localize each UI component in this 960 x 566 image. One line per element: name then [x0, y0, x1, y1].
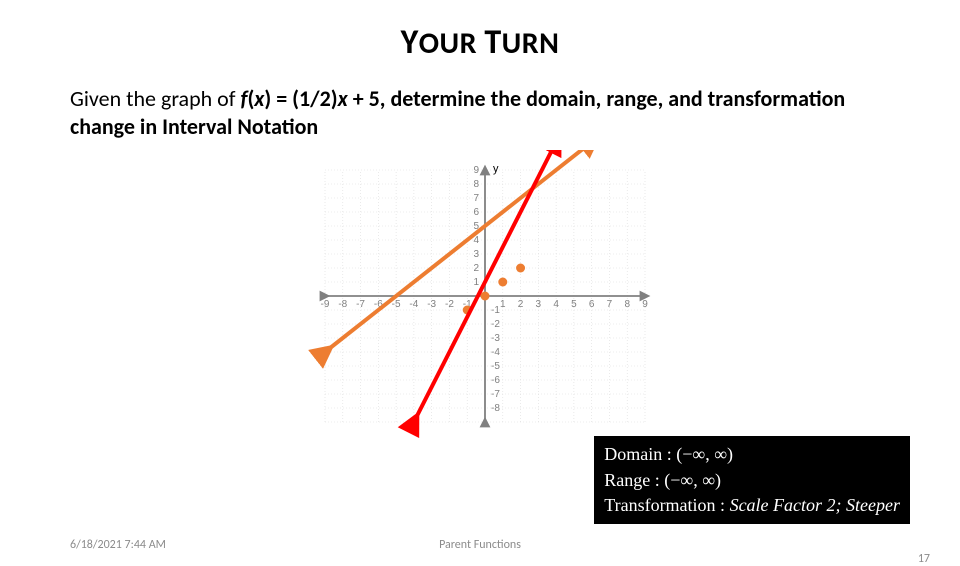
svg-text:-7: -7: [491, 389, 500, 400]
svg-text:-2: -2: [491, 319, 500, 330]
answer-transformation: Transformation : Scale Factor 2; Steeper: [604, 493, 900, 518]
footer-timestamp: 6/18/2021 7:44 AM: [70, 538, 166, 552]
svg-text:4: 4: [553, 299, 559, 310]
svg-text:-1: -1: [491, 305, 500, 316]
svg-text:-3: -3: [491, 333, 500, 344]
svg-text:-8: -8: [338, 299, 347, 310]
svg-text:6: 6: [473, 207, 479, 218]
answer-range: Range : (−∞, ∞): [604, 468, 900, 493]
svg-text:5: 5: [571, 299, 577, 310]
svg-text:-4: -4: [491, 347, 500, 358]
svg-text:-6: -6: [491, 375, 500, 386]
svg-text:6: 6: [589, 299, 595, 310]
svg-text:2: 2: [518, 299, 524, 310]
svg-text:-3: -3: [427, 299, 436, 310]
svg-text:-7: -7: [356, 299, 365, 310]
answer-domain: Domain : (−∞, ∞): [604, 442, 900, 467]
svg-text:9: 9: [473, 165, 479, 176]
svg-text:8: 8: [473, 179, 479, 190]
slide-footer: 6/18/2021 7:44 AM Parent Functions 17: [0, 538, 960, 552]
svg-text:1: 1: [500, 299, 506, 310]
svg-text:9: 9: [642, 299, 648, 310]
svg-text:-4: -4: [409, 299, 418, 310]
svg-text:1: 1: [473, 277, 479, 288]
answer-box: Domain : (−∞, ∞) Range : (−∞, ∞) Transfo…: [594, 436, 910, 524]
graph-chart: y-9-8-7-6-5-4-3-2-1123456789123456789-1-…: [295, 150, 665, 440]
footer-page-number: 17: [918, 552, 930, 566]
slide-title: YOUR TURN: [0, 22, 960, 63]
svg-text:8: 8: [624, 299, 630, 310]
svg-text:-8: -8: [491, 403, 500, 414]
svg-text:2: 2: [473, 263, 479, 274]
svg-text:-2: -2: [445, 299, 454, 310]
question-text: Given the graph of f(x) = (1/2)x + 5, de…: [70, 85, 890, 140]
svg-text:3: 3: [536, 299, 542, 310]
svg-text:-5: -5: [491, 361, 500, 372]
svg-text:y: y: [493, 163, 499, 175]
svg-text:-9: -9: [321, 299, 330, 310]
svg-text:7: 7: [473, 193, 479, 204]
svg-text:7: 7: [607, 299, 613, 310]
svg-text:3: 3: [473, 249, 479, 260]
